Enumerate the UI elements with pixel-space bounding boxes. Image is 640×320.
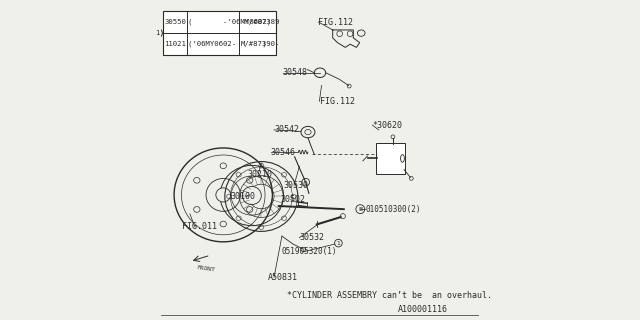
Text: 1: 1 xyxy=(337,241,340,246)
Text: A100001116: A100001116 xyxy=(397,305,448,314)
FancyBboxPatch shape xyxy=(376,143,405,174)
Text: FIG.011: FIG.011 xyxy=(182,222,217,231)
Text: 1: 1 xyxy=(156,30,160,36)
Text: 30532: 30532 xyxy=(300,233,324,242)
Text: B: B xyxy=(358,207,362,212)
Text: 30548: 30548 xyxy=(283,68,308,77)
Ellipse shape xyxy=(401,155,404,162)
Text: M/#87390-: M/#87390- xyxy=(241,41,280,47)
Text: FIG.112: FIG.112 xyxy=(319,18,353,27)
Text: 30530: 30530 xyxy=(284,181,308,190)
Ellipse shape xyxy=(216,188,230,202)
Text: 11021: 11021 xyxy=(164,41,186,47)
Text: *CYLINDER ASSEMBRY can’t be  an overhaul.: *CYLINDER ASSEMBRY can’t be an overhaul. xyxy=(287,291,492,300)
Text: 30210: 30210 xyxy=(248,170,273,179)
Text: 30542: 30542 xyxy=(274,125,299,134)
FancyBboxPatch shape xyxy=(163,11,276,55)
Text: 30546: 30546 xyxy=(271,148,296,156)
Text: FRONT: FRONT xyxy=(196,265,216,272)
Text: 010510300(2): 010510300(2) xyxy=(366,205,422,214)
Ellipse shape xyxy=(243,187,261,204)
Text: (       -’06MY0602): ( -’06MY0602) xyxy=(188,19,271,25)
Text: 30502: 30502 xyxy=(280,195,305,204)
Text: 30550: 30550 xyxy=(164,19,186,25)
Text: A50831: A50831 xyxy=(268,273,298,282)
Text: *30620: *30620 xyxy=(372,121,403,130)
Text: FIG.112: FIG.112 xyxy=(320,97,355,106)
Text: 051905320(1): 051905320(1) xyxy=(282,247,337,257)
Text: -M/#87389: -M/#87389 xyxy=(241,19,280,25)
Text: 30100: 30100 xyxy=(230,192,255,201)
Text: (’06MY0602-      ): (’06MY0602- ) xyxy=(188,41,267,47)
